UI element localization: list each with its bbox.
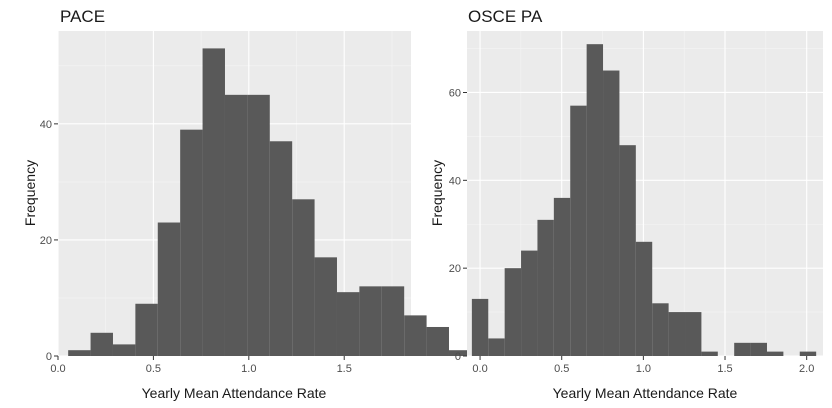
chart-pace: PACE 0.0 0.5 1.0 1.5 0 20 40 Yearly Mean Atte… — [22, 7, 472, 401]
histogram-bar — [336, 292, 360, 356]
histogram-bar — [652, 303, 669, 356]
x-tick-label: 0.5 — [554, 363, 569, 375]
y-tick-label: 20 — [449, 263, 461, 275]
x-tick-label: 2.0 — [799, 363, 814, 375]
y-tick-label: 40 — [449, 175, 461, 187]
histogram-bar — [488, 338, 505, 356]
histogram-bar — [135, 303, 158, 356]
histogram-bar — [553, 197, 571, 356]
histogram-bar — [586, 44, 604, 357]
histogram-bar — [570, 105, 587, 356]
x-tick-label: 0.5 — [146, 363, 161, 375]
histogram-bar — [685, 312, 702, 356]
y-tick-label: 60 — [449, 87, 461, 99]
y-axis-ticks: 0 20 40 60 — [449, 87, 467, 363]
y-tick-label: 0 — [455, 351, 461, 363]
histogram-bar — [381, 286, 405, 356]
histogram-bar — [799, 351, 817, 356]
chart-osce-pa: OSCE PA 0.0 0.5 1.0 1.5 2.0 0 20 40 60 Yearly M… — [429, 7, 823, 401]
x-tick-label: 1.5 — [337, 363, 352, 375]
y-tick-label: 40 — [40, 119, 52, 131]
x-tick-label: 1.0 — [636, 363, 651, 375]
histogram-bar — [404, 315, 427, 356]
y-tick-label: 0 — [46, 351, 52, 363]
bars — [471, 44, 817, 357]
histogram-bar — [90, 332, 113, 356]
histogram-bar — [269, 141, 293, 356]
histogram-bar — [180, 129, 203, 356]
x-tick-label: 0.0 — [50, 363, 65, 375]
histogram-bar — [619, 145, 636, 356]
chart-title: OSCE PA — [468, 7, 543, 26]
histogram-bar — [471, 298, 489, 356]
x-tick-label: 1.0 — [241, 363, 256, 375]
y-axis-ticks: 0 20 40 — [40, 119, 58, 363]
histogram-bar — [112, 344, 136, 356]
y-tick-label: 20 — [40, 235, 52, 247]
histogram-bar — [448, 350, 472, 356]
histogram-bar — [224, 94, 248, 356]
histogram-bar — [521, 250, 538, 356]
histogram-bar — [247, 94, 270, 356]
x-tick-label: 0.0 — [472, 363, 487, 375]
histogram-bar — [68, 350, 91, 356]
x-axis-ticks: 0.0 0.5 1.0 1.5 — [50, 356, 352, 375]
histogram-bar — [504, 268, 522, 356]
histogram-bar — [734, 342, 751, 356]
x-tick-label: 1.5 — [717, 363, 732, 375]
histogram-bar — [292, 199, 315, 356]
y-axis-label: Frequency — [22, 160, 38, 226]
y-axis-label: Frequency — [429, 160, 445, 226]
histogram-bar — [157, 222, 181, 356]
x-axis-ticks: 0.0 0.5 1.0 1.5 2.0 — [472, 356, 814, 375]
histogram-bar — [603, 70, 620, 356]
x-axis-label: Yearly Mean Attendance Rate — [553, 385, 738, 401]
histogram-bar — [537, 219, 554, 356]
bars — [68, 48, 472, 357]
histogram-bar — [202, 48, 225, 357]
histogram-bar — [426, 326, 449, 356]
histogram-bar — [314, 257, 337, 356]
histogram-bar — [701, 351, 718, 356]
histogram-bar — [359, 286, 382, 356]
x-axis-label: Yearly Mean Attendance Rate — [142, 385, 327, 401]
histogram-bar — [635, 241, 653, 356]
histogram-bar — [750, 342, 767, 356]
chart-title: PACE — [60, 7, 105, 26]
histogram-bar — [668, 312, 686, 356]
histogram-bar — [766, 351, 784, 356]
